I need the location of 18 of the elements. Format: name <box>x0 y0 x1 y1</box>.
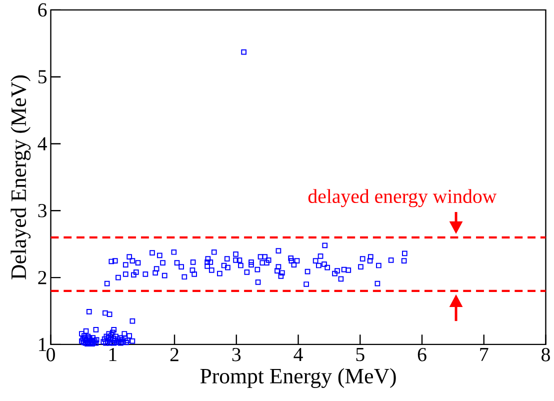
x-tick-label: 1 <box>109 348 116 362</box>
y-axis-title: Delayed Energy (MeV) <box>10 75 31 280</box>
y-tick-label: 2 <box>38 271 46 284</box>
x-axis-title: Prompt Energy (MeV) <box>200 368 396 388</box>
x-tick-label: 2 <box>170 348 178 362</box>
x-tick-label: 0 <box>46 348 55 362</box>
y-tick-label: 5 <box>38 70 46 84</box>
y-tick-label: 4 <box>38 137 47 150</box>
x-tick-label: 6 <box>418 348 426 362</box>
y-tick-label: 3 <box>38 204 46 218</box>
annotation: delayed energy window <box>308 189 497 208</box>
y-tick-label: 1 <box>39 338 46 352</box>
x-tick-label: 8 <box>542 348 550 362</box>
x-tick-label: 5 <box>356 348 364 362</box>
x-tick-label: 7 <box>480 348 488 361</box>
x-tick-label: 4 <box>294 348 303 362</box>
y-tick-label: 6 <box>38 3 47 17</box>
x-tick-label: 3 <box>232 348 241 362</box>
